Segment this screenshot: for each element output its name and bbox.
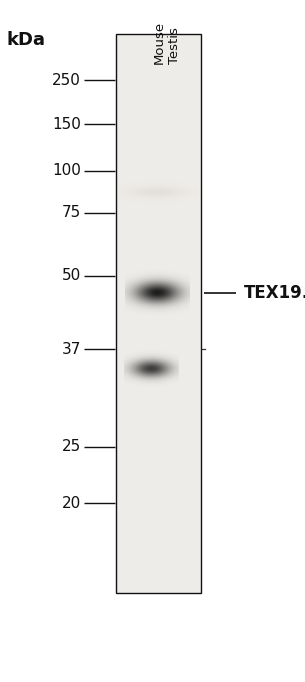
Text: 20: 20 — [62, 496, 81, 511]
Text: 150: 150 — [52, 117, 81, 132]
Text: 50: 50 — [62, 268, 81, 283]
Text: 250: 250 — [52, 73, 81, 88]
Text: 25: 25 — [62, 439, 81, 454]
Bar — [116, 34, 201, 593]
Text: 37: 37 — [61, 342, 81, 357]
Text: Mouse
Testis: Mouse Testis — [152, 20, 181, 63]
Text: 75: 75 — [62, 205, 81, 220]
Text: TEX19.1: TEX19.1 — [244, 284, 305, 302]
Text: kDa: kDa — [6, 31, 45, 48]
Text: 100: 100 — [52, 163, 81, 178]
